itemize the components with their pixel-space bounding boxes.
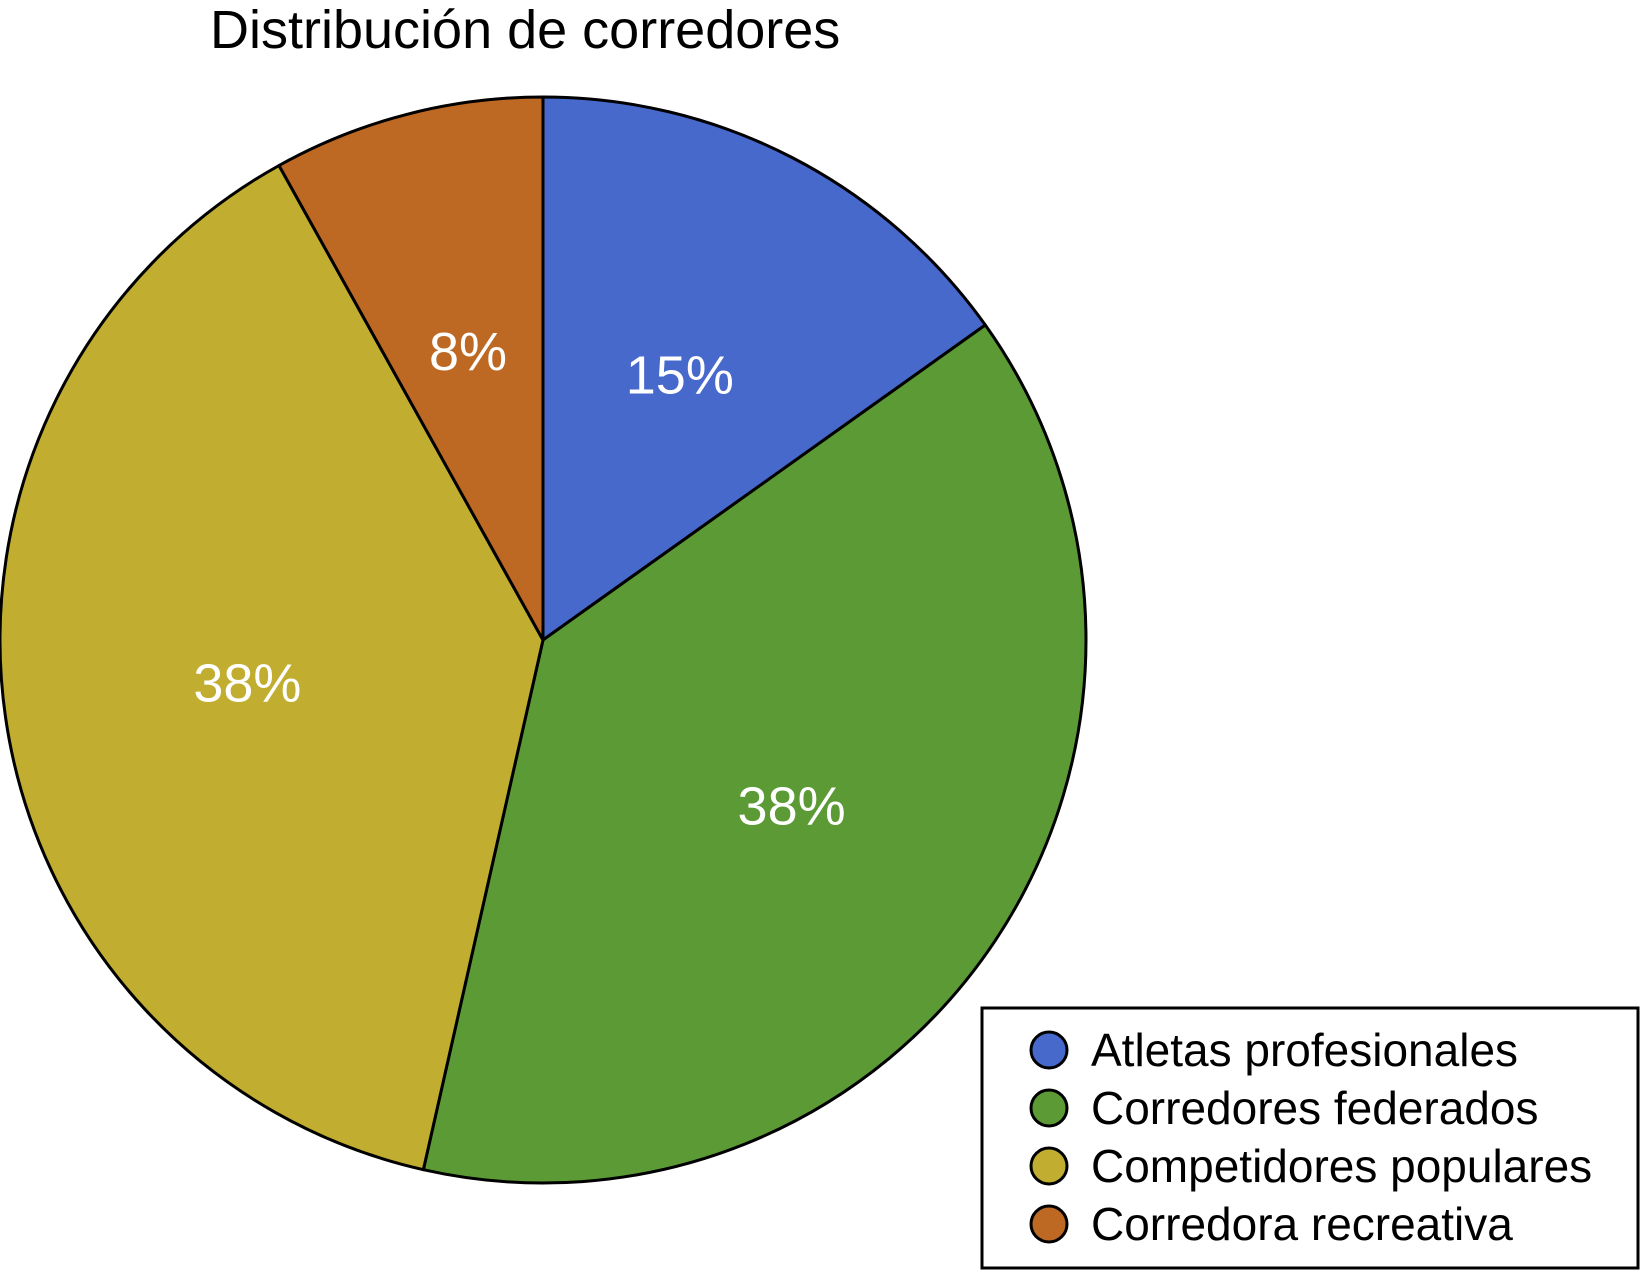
legend-label-atletas-profesionales: Atletas profesionales [1091, 1024, 1518, 1076]
pie-slice-labels: 15% 38% 38% 8% [193, 322, 845, 837]
legend-marker-atletas-profesionales [1029, 1030, 1069, 1070]
pie-slice-atletas-profesionales [541, 95, 987, 642]
legend-marker-corredora-recreativa [1029, 1204, 1069, 1244]
pie-slice-competidores-populares [0, 164, 545, 1172]
legend-marker-corredores-federados [1029, 1088, 1069, 1128]
chart-title: Distribución de corredores [210, 0, 840, 60]
legend-label-corredora-recreativa: Corredora recreativa [1091, 1198, 1513, 1250]
slice-label-corredora-recreativa: 8% [429, 322, 507, 382]
legend: Atletas profesionales Corredores federado… [980, 1006, 1640, 1270]
pie-slices [0, 95, 1088, 1185]
slice-label-competidores-populares: 38% [193, 654, 301, 714]
legend-marker-competidores-populares [1029, 1146, 1069, 1186]
slice-label-atletas-profesionales: 15% [626, 346, 734, 406]
legend-label-competidores-populares: Competidores populares [1091, 1140, 1592, 1192]
slice-label-corredores-federados: 38% [738, 776, 846, 836]
legend-box [980, 1006, 1640, 1270]
legend-label-corredores-federados: Corredores federados [1091, 1082, 1538, 1134]
pie-slice-corredores-federados [421, 323, 1088, 1185]
pie-slice-corredora-recreativa [277, 95, 545, 642]
